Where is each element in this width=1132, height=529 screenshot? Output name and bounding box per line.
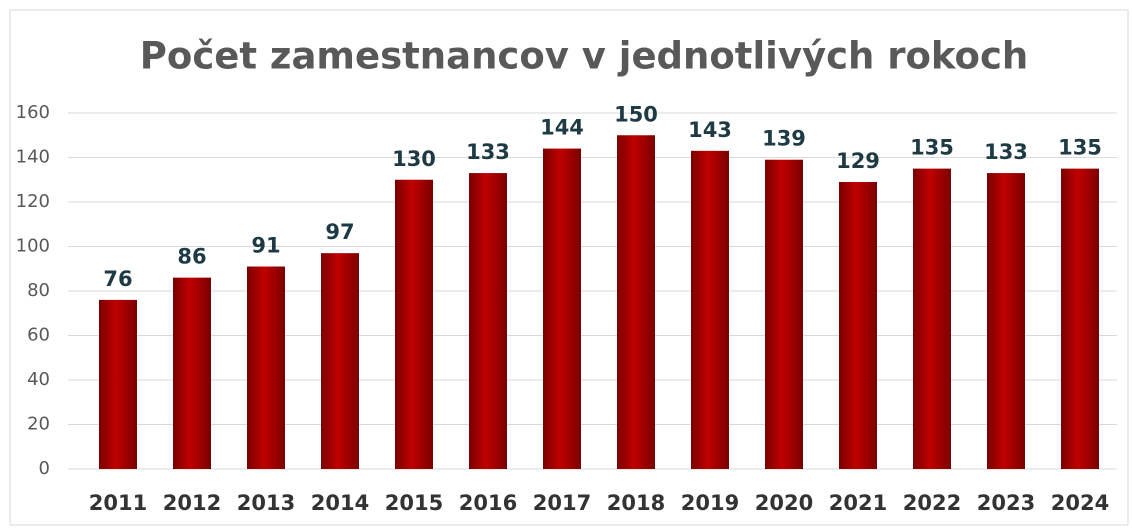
value-label: 130 — [392, 147, 436, 171]
x-tick-label: 2016 — [459, 491, 517, 515]
x-tick-label: 2017 — [533, 491, 591, 515]
bar — [617, 135, 655, 469]
x-tick-label: 2019 — [681, 491, 739, 515]
x-tick-label: 2013 — [237, 491, 295, 515]
y-tick-label: 0 — [39, 458, 50, 479]
bar — [691, 150, 729, 469]
bar — [99, 299, 137, 469]
chart-title: Počet zamestnancov v jednotlivých rokoch — [140, 35, 1028, 78]
bar — [765, 159, 803, 469]
y-tick-label: 60 — [27, 325, 50, 346]
bar — [987, 173, 1025, 469]
bar — [173, 277, 211, 469]
bar — [395, 179, 433, 469]
value-label: 86 — [177, 245, 206, 269]
x-tick-label: 2011 — [89, 491, 147, 515]
bar — [1061, 168, 1099, 469]
x-tick-label: 2012 — [163, 491, 221, 515]
value-label: 133 — [984, 140, 1028, 164]
y-tick-label: 100 — [16, 236, 50, 257]
y-tick-label: 40 — [27, 369, 50, 390]
x-tick-label: 2022 — [903, 491, 961, 515]
bar — [469, 173, 507, 469]
value-label: 129 — [836, 149, 880, 173]
y-tick-label: 80 — [27, 280, 50, 301]
x-tick-label: 2014 — [311, 491, 369, 515]
value-label: 76 — [103, 267, 132, 291]
y-tick-label: 160 — [16, 102, 50, 123]
bar — [321, 253, 359, 469]
bar — [839, 181, 877, 469]
bar — [543, 148, 581, 469]
x-tick-label: 2024 — [1051, 491, 1109, 515]
bar — [913, 168, 951, 469]
x-tick-label: 2023 — [977, 491, 1035, 515]
value-label: 133 — [466, 140, 510, 164]
x-tick-label: 2020 — [755, 491, 813, 515]
y-tick-label: 140 — [16, 147, 50, 168]
bar — [247, 266, 285, 469]
value-label: 139 — [762, 127, 806, 151]
value-label: 143 — [688, 118, 732, 142]
value-label: 135 — [910, 136, 954, 160]
x-tick-label: 2021 — [829, 491, 887, 515]
value-label: 150 — [614, 102, 658, 126]
value-label: 97 — [325, 220, 354, 244]
x-tick-label: 2015 — [385, 491, 443, 515]
chart-border — [9, 9, 1129, 526]
value-label: 91 — [251, 234, 280, 258]
y-tick-label: 20 — [27, 414, 50, 435]
value-label: 144 — [540, 116, 584, 140]
y-tick-label: 120 — [16, 191, 50, 212]
x-tick-label: 2018 — [607, 491, 665, 515]
value-label: 135 — [1058, 136, 1102, 160]
